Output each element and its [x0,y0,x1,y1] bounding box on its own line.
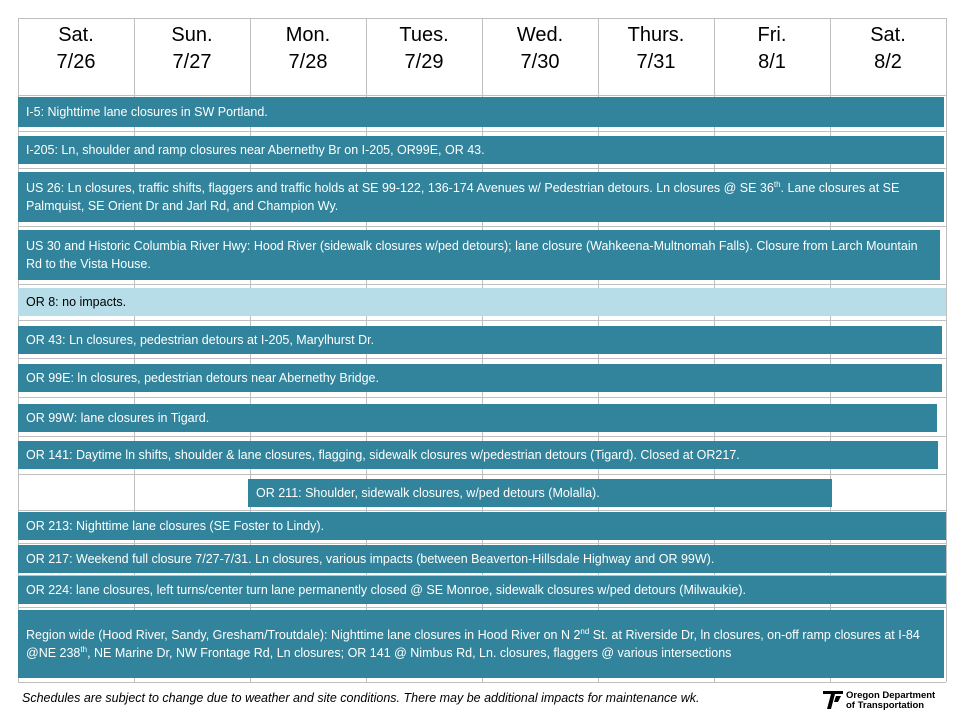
day-header: Sat. 7/26 [18,22,134,76]
grid-line [18,226,946,227]
day-header: Tues. 7/29 [366,22,482,76]
day-header: Sat. 8/2 [830,22,946,76]
closure-text: I-205: Ln, shoulder and ramp closures ne… [26,141,485,159]
closure-text: Region wide (Hood River, Sandy, Gresham/… [26,626,936,662]
grid-line [18,18,946,19]
grid-line [18,320,946,321]
closure-bar: US 26: Ln closures, traffic shifts, flag… [18,172,944,222]
grid-line [946,18,947,682]
grid-line [18,168,946,169]
closure-bar: OR 43: Ln closures, pedestrian detours a… [18,326,942,354]
logo-text: Oregon Department of Transportation [846,691,935,711]
day-date: 7/27 [172,51,212,73]
grid-line [18,543,946,544]
text-run: OR 224: lane closures, left turns/center… [26,583,746,597]
grid-line [18,436,946,437]
day-name: Sat. [870,24,906,46]
day-name: Tues. [399,24,449,46]
text-run: . Lane closures at SE Palmquist, SE Orie… [26,181,900,213]
closure-bar: OR 141: Daytime ln shifts, shoulder & la… [18,441,938,469]
closure-bar: I-205: Ln, shoulder and ramp closures ne… [18,136,944,164]
closure-text: OR 141: Daytime ln shifts, shoulder & la… [26,446,740,464]
day-header: Mon. 7/28 [250,22,366,76]
grid-line [18,284,946,285]
day-date: 7/29 [404,51,444,73]
closure-text: I-5: Nighttime lane closures in SW Portl… [26,103,268,121]
grid-line [18,575,946,576]
day-header: Sun. 7/27 [134,22,250,76]
day-header: Fri. 8/1 [714,22,830,76]
day-date: 8/2 [874,51,902,73]
closure-text: OR 213: Nighttime lane closures (SE Fost… [26,517,324,535]
closure-text: OR 217: Weekend full closure 7/27-7/31. … [26,550,714,568]
text-run: OR 99E: ln closures, pedestrian detours … [26,371,379,385]
closure-bar: OR 99W: lane closures in Tigard. [18,404,937,432]
grid-line [18,474,946,475]
closure-bar: I-5: Nighttime lane closures in SW Portl… [18,97,944,127]
day-header: Wed. 7/30 [482,22,598,76]
grid-line [18,397,946,398]
text-run: I-5: Nighttime lane closures in SW Portl… [26,105,268,119]
text-run: US 30 and Historic Columbia River Hwy: H… [26,239,918,271]
text-run: , NE Marine Dr, NW Frontage Rd, Ln closu… [87,646,732,660]
grid-line [18,682,946,683]
closure-text: OR 43: Ln closures, pedestrian detours a… [26,331,374,349]
closure-text: OR 211: Shoulder, sidewalk closures, w/p… [256,484,600,502]
grid-line [18,358,946,359]
text-run: OR 8: no impacts. [26,295,127,309]
day-header: Thurs. 7/31 [598,22,714,76]
grid-line [18,510,946,511]
superscript: nd [580,626,590,636]
closure-text: OR 224: lane closures, left turns/center… [26,581,746,599]
day-name: Sat. [58,24,94,46]
text-run: OR 213: Nighttime lane closures (SE Fost… [26,519,325,533]
text-run: OR 211: Shoulder, sidewalk closures, w/p… [256,486,600,500]
closure-bar: OR 211: Shoulder, sidewalk closures, w/p… [248,479,832,507]
text-run: US 26: Ln closures, traffic shifts, flag… [26,181,774,195]
day-name: Thurs. [627,24,685,46]
closure-bar: OR 217: Weekend full closure 7/27-7/31. … [18,545,946,573]
day-name: Wed. [516,24,564,46]
logo-icon [823,691,843,709]
text-run: St. at Riverside Dr, ln closures, on-off… [26,628,920,660]
day-date: 8/1 [758,51,786,73]
footer-note: Schedules are subject to change due to w… [22,691,700,705]
text-run: OR 99W: lane closures in Tigard. [26,411,210,425]
day-date: 7/28 [288,51,328,73]
closure-bar: OR 213: Nighttime lane closures (SE Fost… [18,512,946,540]
closure-bar: Region wide (Hood River, Sandy, Gresham/… [18,610,944,678]
text-run: Region wide (Hood River, Sandy, Gresham/… [26,628,581,642]
text-run: I-205: Ln, shoulder and ramp closures ne… [26,143,485,157]
grid-line [18,95,946,96]
day-date: 7/26 [56,51,96,73]
text-run: OR 43: Ln closures, pedestrian detours a… [26,333,375,347]
closure-text: US 26: Ln closures, traffic shifts, flag… [26,179,936,215]
closure-bar: US 30 and Historic Columbia River Hwy: H… [18,230,940,280]
closure-text: OR 8: no impacts. [26,293,126,311]
grid-line [18,607,946,608]
text-run: OR 141: Daytime ln shifts, shoulder & la… [26,448,740,462]
closure-text: OR 99E: ln closures, pedestrian detours … [26,369,379,387]
text-run: OR 217: Weekend full closure 7/27-7/31. … [26,552,715,566]
grid-line [18,131,946,132]
day-date: 7/30 [520,51,560,73]
logo-line: of Transportation [846,700,925,711]
day-date: 7/31 [636,51,676,73]
day-name: Mon. [285,24,331,46]
closure-text: OR 99W: lane closures in Tigard. [26,409,209,427]
closure-bar: OR 99E: ln closures, pedestrian detours … [18,364,942,392]
closure-bar: OR 8: no impacts. [18,288,946,316]
closure-bar: OR 224: lane closures, left turns/center… [18,576,946,604]
closure-text: US 30 and Historic Columbia River Hwy: H… [26,237,932,273]
superscript: th [773,179,781,189]
day-name: Sun. [171,24,213,46]
superscript: th [80,644,88,654]
day-name: Fri. [757,24,787,46]
logo-line: Oregon Department [846,690,936,701]
